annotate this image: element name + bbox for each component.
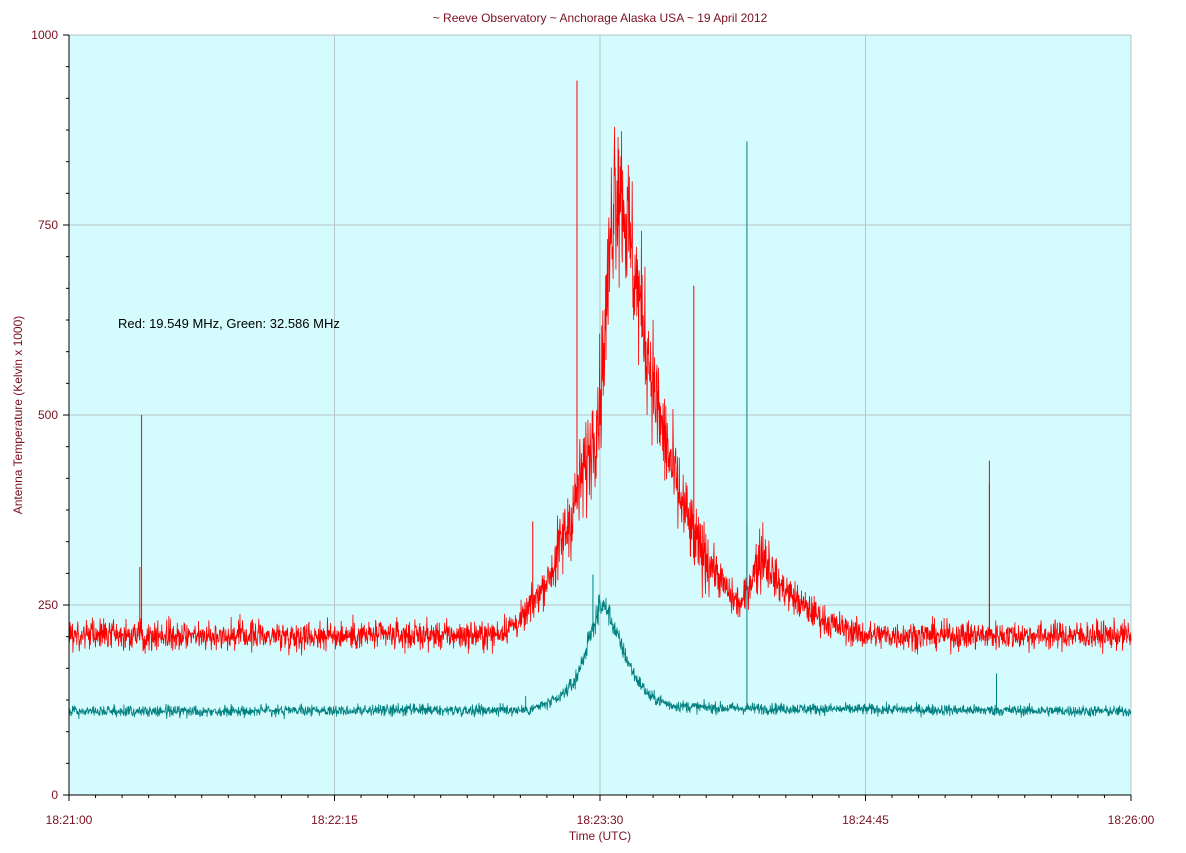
y-axis-title: Antenna Temperature (Kelvin x 1000) [11, 316, 25, 515]
axes [63, 34, 1132, 801]
y-tick-label-0: 0 [51, 788, 58, 802]
y-tick-label-2: 500 [38, 408, 58, 422]
y-tick-label-1: 250 [38, 598, 58, 612]
x-tick-label-3: 18:24:45 [842, 813, 889, 827]
x-tick-label-4: 18:26:00 [1108, 813, 1155, 827]
x-tick-label-2: 18:23:30 [577, 813, 624, 827]
chart-title: ~ Reeve Observatory ~ Anchorage Alaska U… [433, 11, 768, 25]
x-axis-title: Time (UTC) [569, 829, 631, 843]
frequency-annotation: Red: 19.549 MHz, Green: 32.586 MHz [118, 316, 340, 331]
series-line-1 [68, 594, 1132, 720]
y-tick-labels: 0 250 500 750 1000 [31, 28, 58, 802]
spikes-layer [139, 80, 997, 711]
x-tick-labels: 18:21:00 18:22:15 18:23:30 18:24:45 18:26:00 [46, 813, 1155, 827]
y-tick-label-3: 750 [38, 218, 58, 232]
grid [69, 34, 1132, 795]
series-layer [68, 126, 1132, 720]
series-line-0 [68, 126, 1132, 656]
x-tick-label-0: 18:21:00 [46, 813, 93, 827]
y-tick-label-4: 1000 [31, 28, 58, 42]
x-tick-label-1: 18:22:15 [311, 813, 358, 827]
